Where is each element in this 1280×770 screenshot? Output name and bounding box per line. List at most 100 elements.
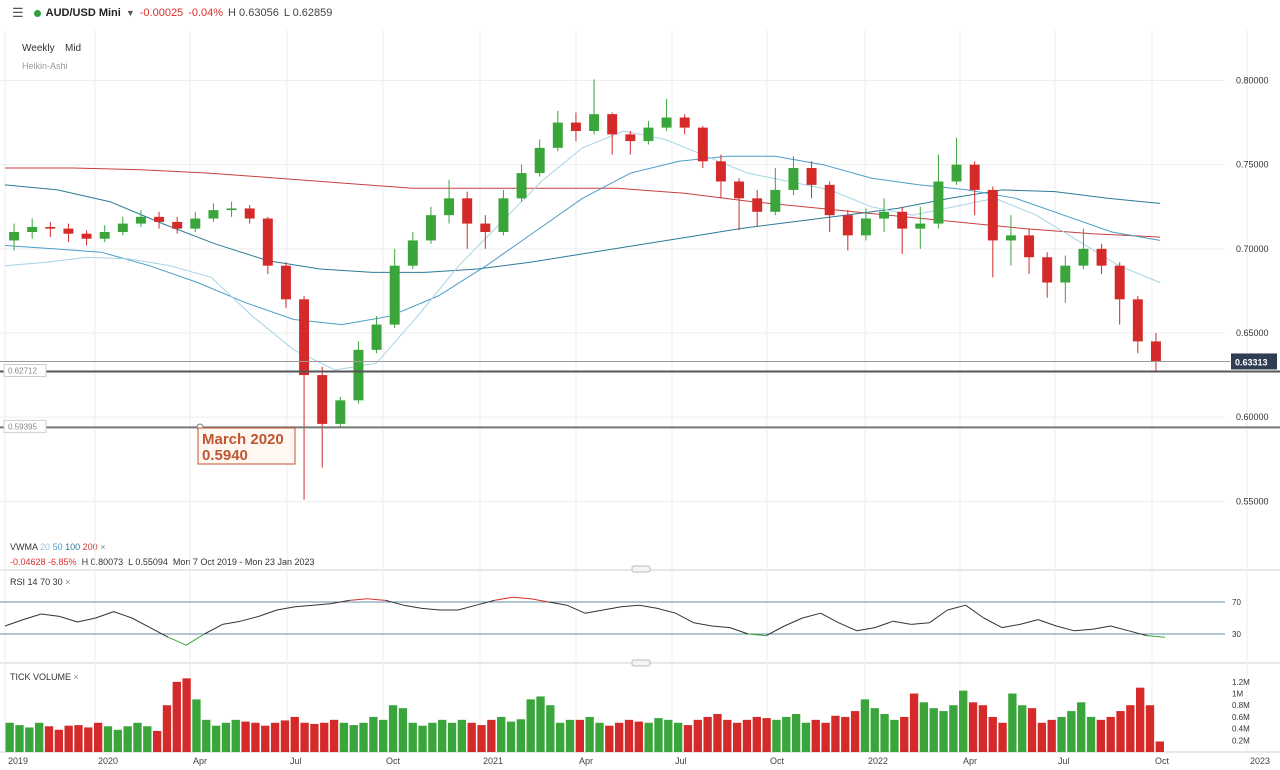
vwma-100-label: 100 [65, 542, 81, 552]
vwma-200-label: 200 [82, 542, 98, 552]
vwma-20-line [4, 130, 1161, 371]
candle-body [208, 210, 219, 219]
candle-body [172, 221, 183, 229]
hamburger-menu-icon[interactable]: ☰ [12, 5, 24, 20]
volume-bar [821, 722, 830, 752]
candle-body [770, 189, 781, 212]
volume-bar [497, 716, 506, 752]
rsi-line-segment [530, 598, 549, 603]
candle-body [1150, 341, 1161, 362]
rsi-line-segment [276, 606, 296, 611]
volume-bar [988, 716, 997, 752]
volume-bar [772, 719, 781, 752]
volume-bar [182, 678, 191, 752]
panel-resize-handle[interactable] [631, 659, 651, 667]
rsi-line-segment [838, 622, 858, 632]
rsi-line-segment [548, 601, 567, 606]
candle [534, 139, 545, 177]
vwma-close-icon[interactable]: × [100, 542, 106, 552]
candle-body [643, 127, 654, 142]
chevron-down-icon[interactable]: ▼ [125, 8, 135, 18]
candle [969, 161, 980, 216]
volume-bar [782, 716, 791, 752]
rsi-line-segment [294, 604, 314, 608]
candle-body [444, 198, 455, 216]
candle-body [897, 211, 908, 229]
x-tick-label: 2022 [868, 756, 888, 766]
rsi-line-segment [349, 598, 368, 601]
volume-bar [408, 722, 417, 752]
volume-bar [349, 725, 358, 752]
candle [824, 181, 835, 232]
candle-body [244, 208, 255, 219]
level-1-label: 0.62712 [8, 367, 37, 376]
volume-bar [654, 718, 663, 752]
price-change: -0.00025 [139, 7, 184, 19]
candle [842, 210, 853, 251]
chart-style-label: Heikin-Ashi [22, 61, 68, 71]
volume-bar [978, 705, 988, 752]
volume-bar [791, 714, 801, 752]
volume-bar [506, 721, 516, 752]
volume-bar [162, 705, 172, 752]
timeframe-label[interactable]: Weekly [22, 43, 55, 54]
rsi-close-icon[interactable]: × [65, 577, 71, 587]
candle-body [625, 134, 636, 142]
rsi-line-segment [149, 627, 169, 638]
y-tick-label: 0.75000 [1236, 160, 1269, 170]
rsi-line-segment [1037, 619, 1057, 627]
volume-close-icon[interactable]: × [73, 672, 79, 682]
volume-bar [143, 726, 152, 752]
candle [661, 99, 672, 131]
candle-body [860, 218, 871, 236]
candle [879, 198, 890, 232]
x-tick-label: 2020 [98, 756, 118, 766]
candle-body [117, 223, 128, 232]
rsi-line-segment [185, 633, 205, 646]
y-tick-label: 0.55000 [1236, 496, 1269, 506]
volume-bar [310, 723, 319, 752]
volume-bar [74, 725, 83, 752]
volume-bar [300, 722, 309, 752]
volume-bar [890, 719, 899, 752]
x-tick-label: Oct [386, 756, 401, 766]
candle-body [879, 211, 890, 219]
price-type-label[interactable]: Mid [65, 43, 82, 54]
level-tag-box [3, 419, 47, 433]
rsi-line-segment [711, 625, 731, 629]
vwma-stats: -0.04628 -6.85% H 0.80073 L 0.55094 Mon … [10, 557, 314, 567]
x-tick-label: 2023 [1250, 756, 1270, 766]
candle-body [335, 400, 346, 424]
candle [262, 216, 273, 275]
volume-bar [693, 719, 702, 752]
volume-tick-label: 0.8M [1232, 701, 1250, 710]
volume-bar [251, 722, 260, 752]
volume-bar [123, 726, 132, 752]
volume-bar [1057, 716, 1066, 752]
x-tick-label: Oct [770, 756, 785, 766]
candle [353, 341, 364, 404]
top-toolbar: ☰ AUD/USD Mini ▼ -0.00025 -0.04% H 0.630… [0, 0, 1280, 26]
volume-bar [320, 722, 329, 752]
candle-body [63, 228, 74, 234]
volume-bar [1126, 705, 1135, 752]
volume-bar [477, 725, 486, 752]
instrument-selector[interactable]: AUD/USD Mini [45, 7, 121, 19]
candle-body [1005, 235, 1016, 241]
volume-bar [133, 722, 142, 752]
panel-resize-handle[interactable] [631, 565, 651, 573]
candle [1005, 215, 1016, 266]
candle-body [697, 127, 708, 162]
candle-body [317, 375, 328, 424]
volume-bar [447, 722, 457, 752]
volume-bar [595, 722, 604, 752]
x-tick-label: Oct [1155, 756, 1170, 766]
candle-body [1096, 248, 1107, 266]
candle-body [915, 223, 926, 229]
y-tick-label: 0.60000 [1236, 412, 1269, 422]
candle [9, 223, 20, 251]
candle-body [280, 265, 291, 300]
volume-bar [290, 716, 299, 752]
rsi-line-segment [639, 604, 658, 609]
